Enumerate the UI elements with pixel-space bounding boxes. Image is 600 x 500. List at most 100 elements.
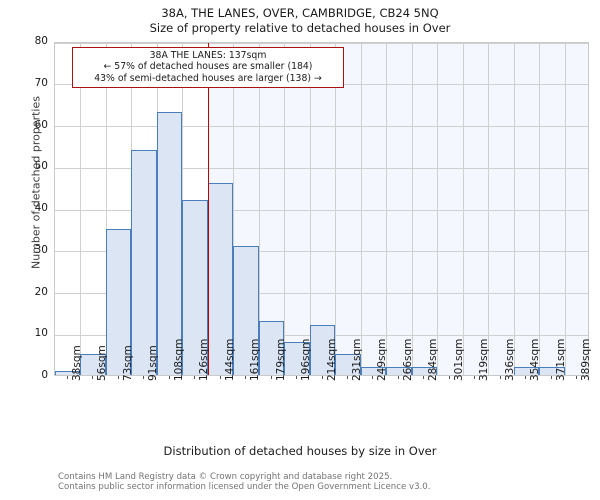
footer-attribution: Contains HM Land Registry data © Crown c…: [58, 472, 430, 493]
x-tick-mark: [423, 376, 425, 379]
gridline-vertical: [258, 43, 260, 375]
histogram-bar: [80, 354, 106, 375]
y-tick-label: 20: [34, 285, 48, 298]
x-tick-mark: [346, 376, 348, 379]
footer-line-2: Contains public sector information licen…: [58, 482, 431, 493]
title-block: 38A, THE LANES, OVER, CAMBRIDGE, CB24 5N…: [0, 6, 600, 36]
gridline-vertical: [233, 43, 235, 375]
x-tick-mark: [245, 376, 247, 379]
x-tick-label: 214sqm: [325, 338, 338, 381]
histogram-bar: [309, 324, 336, 375]
y-tick-label: 40: [34, 202, 48, 214]
x-tick-mark: [296, 376, 298, 379]
y-tick-label: 70: [34, 76, 48, 89]
gridline-horizontal: [55, 126, 588, 127]
gridline-horizontal: [55, 167, 588, 169]
gridline-horizontal: [55, 293, 588, 294]
x-tick-label: 73sqm: [121, 345, 134, 381]
gridline-vertical: [335, 43, 337, 375]
histogram-bar: [360, 366, 387, 375]
histogram-bar: [386, 366, 412, 375]
annotation-line-1: 38A THE LANES: 137sqm: [149, 50, 267, 61]
x-tick-mark: [474, 376, 476, 379]
histogram-bar: [539, 366, 565, 375]
x-tick-label: 161sqm: [249, 338, 262, 381]
x-tick-label: 38sqm: [70, 345, 83, 381]
histogram-bar: [233, 245, 259, 375]
gridline-vertical: [309, 43, 311, 375]
x-tick-mark: [219, 376, 221, 379]
x-tick-mark: [499, 376, 501, 379]
x-axis-title: Distribution of detached houses by size …: [163, 444, 437, 458]
property-size-marker-line: [207, 43, 210, 375]
x-tick-label: 389sqm: [580, 338, 593, 381]
footer-line-1: Contains HM Land Registry data © Crown c…: [58, 472, 393, 482]
gridline-vertical: [360, 43, 362, 375]
histogram-bar: [284, 341, 310, 375]
x-tick-label: 231sqm: [350, 338, 363, 381]
gridline-horizontal: [55, 209, 588, 211]
x-tick-mark: [168, 376, 170, 379]
y-tick-label: 80: [34, 35, 48, 47]
x-tick-label: 336sqm: [503, 338, 516, 381]
x-tick-mark: [576, 376, 578, 379]
x-tick-mark: [143, 376, 145, 379]
x-tick-mark: [397, 376, 399, 379]
x-tick-label: 249sqm: [376, 338, 389, 381]
histogram-bar: [335, 354, 361, 375]
x-tick-label: 266sqm: [401, 338, 414, 381]
x-tick-mark: [117, 376, 119, 379]
x-tick-mark: [92, 376, 94, 379]
x-tick-mark: [372, 376, 374, 379]
y-axis-tick-labels: 0 10 20 30 40 50 60 70 80: [0, 0, 48, 500]
gridline-vertical: [105, 43, 107, 375]
chart-subtitle: Size of property relative to detached ho…: [149, 21, 451, 35]
gridline-vertical: [284, 43, 286, 375]
gridline-horizontal: [55, 251, 588, 253]
x-tick-mark: [448, 376, 450, 379]
x-tick-label: 301sqm: [452, 338, 465, 381]
x-tick-mark: [525, 376, 527, 379]
histogram-bar: [156, 111, 183, 375]
x-tick-label: 371sqm: [554, 338, 567, 381]
x-tick-label: 56sqm: [96, 345, 109, 381]
gridline-vertical: [437, 43, 439, 375]
x-tick-mark: [550, 376, 552, 379]
x-tick-label: 354sqm: [529, 338, 542, 381]
histogram-bar: [182, 199, 208, 375]
x-tick-label: 284sqm: [427, 338, 440, 381]
x-tick-label: 91sqm: [147, 345, 160, 381]
histogram-bar: [131, 149, 157, 375]
gridline-vertical: [513, 43, 515, 375]
y-tick-label: 60: [34, 118, 48, 131]
x-tick-mark: [321, 376, 323, 379]
annotation-box: 38A THE LANES: 137sqm ← 57% of detached …: [72, 47, 344, 89]
annotation-line-3: 43% of semi-detached houses are larger (…: [94, 72, 322, 84]
plot-area: [54, 42, 589, 376]
gridline-horizontal: [55, 43, 588, 44]
x-tick-label: 108sqm: [172, 338, 185, 381]
y-tick-label: 30: [34, 243, 48, 256]
gridline-vertical: [488, 43, 490, 375]
larger-than-shaded-region: [207, 43, 588, 375]
x-tick-label: 126sqm: [198, 338, 211, 381]
x-tick-mark: [270, 376, 272, 379]
gridline-vertical: [411, 43, 413, 375]
gridline-vertical: [386, 43, 388, 375]
gridline-vertical: [462, 43, 464, 375]
x-tick-mark: [194, 376, 196, 379]
x-tick-label: 179sqm: [274, 338, 287, 381]
histogram-bar: [55, 370, 81, 375]
gridline-vertical: [564, 43, 566, 375]
y-tick-label: 0: [41, 369, 48, 381]
histogram-bar: [411, 366, 438, 375]
gridline-vertical: [539, 43, 541, 375]
x-tick-label: 144sqm: [223, 338, 236, 381]
page-title: 38A, THE LANES, OVER, CAMBRIDGE, CB24 5N…: [161, 6, 439, 20]
annotation-line-2: ← 57% of detached houses are smaller (18…: [103, 61, 313, 73]
y-tick-label: 50: [34, 160, 48, 173]
y-tick-label: 10: [34, 327, 48, 340]
x-tick-mark: [66, 376, 68, 379]
gridline-vertical: [80, 43, 82, 375]
